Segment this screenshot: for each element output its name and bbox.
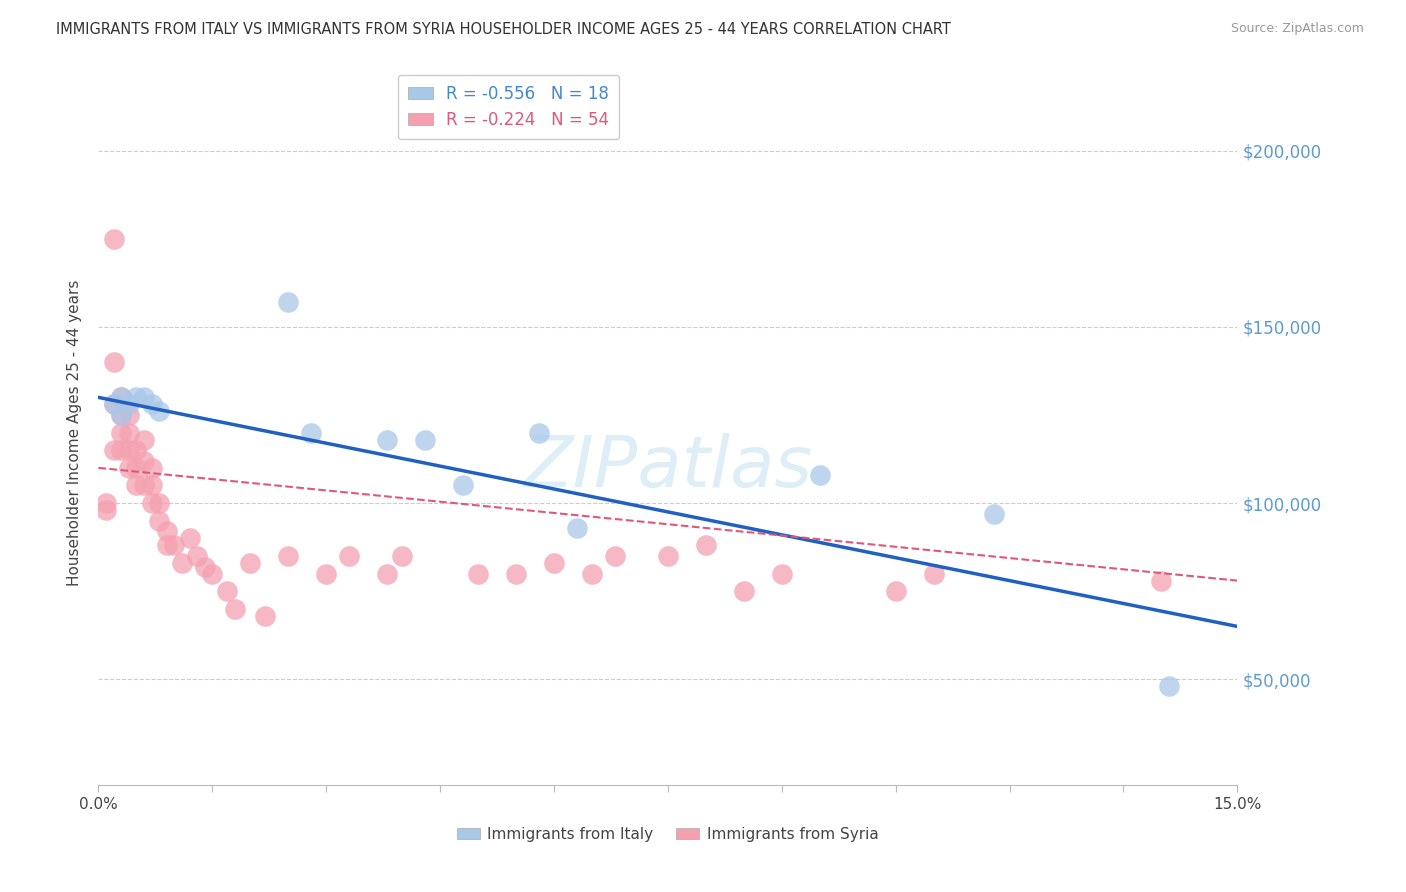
Point bbox=[1150, 574, 1173, 588]
Point bbox=[224, 601, 246, 615]
Point bbox=[337, 549, 360, 563]
Point bbox=[103, 355, 125, 369]
Point bbox=[148, 496, 170, 510]
Legend: Immigrants from Italy, Immigrants from Syria: Immigrants from Italy, Immigrants from S… bbox=[451, 821, 884, 847]
Point bbox=[148, 404, 170, 418]
Point bbox=[391, 549, 413, 563]
Point bbox=[922, 566, 945, 581]
Point bbox=[118, 460, 141, 475]
Point bbox=[194, 559, 217, 574]
Point bbox=[110, 443, 132, 458]
Point bbox=[110, 390, 132, 404]
Point bbox=[148, 514, 170, 528]
Point bbox=[467, 566, 489, 581]
Point bbox=[110, 425, 132, 440]
Point bbox=[141, 397, 163, 411]
Point bbox=[103, 397, 125, 411]
Point bbox=[375, 566, 398, 581]
Point bbox=[527, 425, 550, 440]
Point bbox=[163, 538, 186, 552]
Point bbox=[299, 425, 322, 440]
Point bbox=[254, 608, 277, 623]
Point bbox=[132, 478, 155, 492]
Point bbox=[125, 478, 148, 492]
Y-axis label: Householder Income Ages 25 - 44 years: Householder Income Ages 25 - 44 years bbox=[66, 279, 82, 586]
Point bbox=[1157, 679, 1180, 693]
Point bbox=[170, 556, 193, 570]
Point bbox=[132, 390, 155, 404]
Point bbox=[179, 531, 201, 545]
Point bbox=[277, 295, 299, 310]
Point bbox=[125, 390, 148, 404]
Point bbox=[141, 478, 163, 492]
Point bbox=[156, 524, 179, 539]
Point bbox=[110, 390, 132, 404]
Point bbox=[110, 408, 132, 422]
Point bbox=[132, 433, 155, 447]
Point bbox=[565, 521, 588, 535]
Point bbox=[125, 460, 148, 475]
Point bbox=[118, 425, 141, 440]
Point bbox=[505, 566, 527, 581]
Point bbox=[983, 507, 1005, 521]
Point bbox=[603, 549, 626, 563]
Point bbox=[770, 566, 793, 581]
Point bbox=[808, 467, 831, 482]
Point bbox=[657, 549, 679, 563]
Point bbox=[186, 549, 208, 563]
Point bbox=[125, 443, 148, 458]
Point bbox=[118, 443, 141, 458]
Point bbox=[141, 496, 163, 510]
Point bbox=[217, 584, 239, 599]
Point bbox=[733, 584, 755, 599]
Point bbox=[695, 538, 717, 552]
Point bbox=[132, 454, 155, 468]
Text: ZIPatlas: ZIPatlas bbox=[523, 434, 813, 502]
Point bbox=[413, 433, 436, 447]
Point bbox=[375, 433, 398, 447]
Point bbox=[315, 566, 337, 581]
Point bbox=[141, 460, 163, 475]
Point bbox=[581, 566, 603, 581]
Point bbox=[451, 478, 474, 492]
Point bbox=[201, 566, 224, 581]
Point bbox=[156, 538, 179, 552]
Text: IMMIGRANTS FROM ITALY VS IMMIGRANTS FROM SYRIA HOUSEHOLDER INCOME AGES 25 - 44 Y: IMMIGRANTS FROM ITALY VS IMMIGRANTS FROM… bbox=[56, 22, 950, 37]
Point bbox=[103, 232, 125, 246]
Point bbox=[884, 584, 907, 599]
Point bbox=[103, 443, 125, 458]
Text: Source: ZipAtlas.com: Source: ZipAtlas.com bbox=[1230, 22, 1364, 36]
Point bbox=[103, 397, 125, 411]
Point bbox=[94, 503, 117, 517]
Point bbox=[94, 496, 117, 510]
Point bbox=[118, 408, 141, 422]
Point bbox=[118, 397, 141, 411]
Point bbox=[543, 556, 565, 570]
Point bbox=[110, 408, 132, 422]
Point bbox=[277, 549, 299, 563]
Point bbox=[239, 556, 262, 570]
